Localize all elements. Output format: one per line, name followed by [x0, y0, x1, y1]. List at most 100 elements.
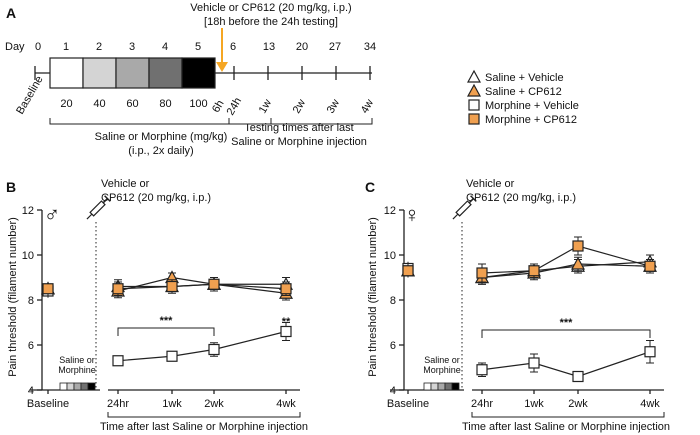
c-saline-label-line2: Morphine — [423, 365, 461, 375]
day-label-value: 2 — [96, 41, 102, 53]
b-saline-label-line2: Morphine — [58, 365, 96, 375]
time-label: 4w — [359, 97, 376, 115]
data-point — [208, 278, 220, 290]
data-point — [572, 370, 584, 383]
dose-label: 40 — [93, 98, 105, 110]
timeline-panel: A Vehicle or CP612 (20 mg/kg, i.p.) [18h… — [5, 2, 376, 157]
c-injection-label-line2: CP612 (20 mg/kg, i.p.) — [466, 192, 576, 204]
data-point — [528, 357, 540, 369]
dose-box — [82, 57, 117, 89]
syringe-plunger-cap — [104, 195, 111, 202]
data-point — [208, 343, 220, 356]
timeline-baseline-label: Baseline — [14, 74, 45, 117]
y-tick-label: 6 — [28, 340, 34, 352]
time-label: 6h — [210, 98, 227, 115]
time-label: 24h — [225, 96, 245, 118]
mini-dose-box — [73, 382, 82, 391]
dose-box — [115, 57, 150, 89]
legend-label: Morphine + Vehicle — [485, 100, 579, 112]
panel-label-c: C — [365, 179, 375, 195]
time-label: 3w — [325, 97, 342, 115]
legend-marker — [468, 113, 480, 125]
day-label: Day — [5, 41, 25, 53]
data-point — [112, 283, 124, 295]
y-tick-label: 6 — [390, 340, 396, 352]
mini-dose-box — [59, 382, 68, 391]
x-tick-label: 1wk — [524, 398, 544, 410]
time-label: 1w — [257, 97, 274, 115]
data-point — [570, 256, 586, 270]
legend-label: Morphine + CP612 — [485, 114, 577, 126]
syringe-needle — [452, 213, 459, 220]
day-label-value: 5 — [195, 41, 201, 53]
dose-bracket-line2: (i.p., 2x daily) — [128, 145, 193, 157]
legend-label: Saline + Vehicle — [485, 72, 564, 84]
day-label-value: 34 — [364, 41, 376, 53]
data-point — [112, 355, 124, 367]
chart-panel-c: C Vehicle or CP612 (20 mg/kg, i.p.) ♀ Sa… — [365, 178, 670, 433]
panel-label-a: A — [6, 5, 16, 21]
mini-dose-box — [423, 382, 432, 391]
series-line — [481, 245, 651, 274]
significance-stars: *** — [160, 315, 174, 327]
x-tick-label: 24hr — [107, 398, 129, 410]
dose-box — [49, 57, 84, 89]
series-line — [117, 283, 287, 290]
female-symbol: ♀ — [404, 202, 421, 227]
series-line — [481, 263, 651, 279]
c-injection-label-line1: Vehicle or — [466, 178, 515, 190]
dose-box — [148, 57, 183, 89]
b-saline-label-line1: Saline or — [59, 355, 95, 365]
mini-dose-box — [444, 382, 453, 391]
mini-dose-box — [87, 382, 96, 391]
testing-bracket-line2: Saline or Morphine injection — [231, 136, 367, 148]
x-tick-label: 24hr — [471, 398, 493, 410]
y-tick-label: 10 — [384, 250, 396, 262]
baseline-point — [402, 265, 414, 277]
day-label-value: 0 — [35, 41, 41, 53]
y-tick-label: 8 — [390, 295, 396, 307]
x-tick-label: 2wk — [568, 398, 588, 410]
x-tick-label: Baseline — [27, 398, 69, 410]
c-saline-label-line1: Saline or — [424, 355, 460, 365]
syringe-icon — [86, 195, 111, 220]
legend-marker — [466, 69, 482, 83]
testing-bracket — [228, 118, 373, 125]
syringe-plunger — [102, 198, 108, 204]
data-point — [280, 283, 292, 295]
legend-label: Saline + CP612 — [485, 86, 562, 98]
y-tick-label: 8 — [28, 295, 34, 307]
data-point — [476, 267, 488, 279]
series-line — [117, 330, 287, 362]
x-axis-group-bracket — [471, 412, 665, 418]
male-symbol: ♂ — [44, 202, 61, 227]
data-point — [572, 240, 584, 252]
chart-panel-b: B Vehicle or CP612 (20 mg/kg, i.p.) ♂ Sa… — [6, 178, 308, 433]
injection-label-line2: [18h before the 24h testing] — [204, 16, 338, 28]
injection-label-line1: Vehicle or CP612 (20 mg/kg, i.p.) — [190, 2, 351, 14]
mini-dose-box — [80, 382, 89, 391]
series-line — [117, 276, 287, 294]
x-tick-label: 4wk — [640, 398, 660, 410]
c-x-axis-label: Time after last Saline or Morphine injec… — [462, 421, 670, 433]
y-tick-label: 10 — [22, 250, 34, 262]
day-label-value: 13 — [263, 41, 275, 53]
injection-arrow-head — [216, 62, 228, 72]
data-point — [280, 325, 292, 338]
legend-marker — [468, 99, 480, 111]
syringe-plunger-cap — [470, 195, 477, 202]
mini-dose-box — [437, 382, 446, 391]
x-tick-label: Baseline — [387, 398, 429, 410]
syringe-plunger — [468, 198, 474, 204]
day-label-value: 4 — [162, 41, 168, 53]
dose-bracket-line1: Saline or Morphine (mg/kg) — [95, 131, 228, 143]
b-injection-label-line1: Vehicle or — [101, 178, 150, 190]
b-injection-label-line2: CP612 (20 mg/kg, i.p.) — [101, 192, 211, 204]
b-x-axis-label: Time after last Saline or Morphine injec… — [100, 421, 308, 433]
dose-box — [181, 57, 216, 89]
x-tick-label: 2wk — [204, 398, 224, 410]
y-tick-label: 12 — [384, 205, 396, 217]
mini-dose-box — [451, 382, 460, 391]
y-tick-label: 12 — [22, 205, 34, 217]
